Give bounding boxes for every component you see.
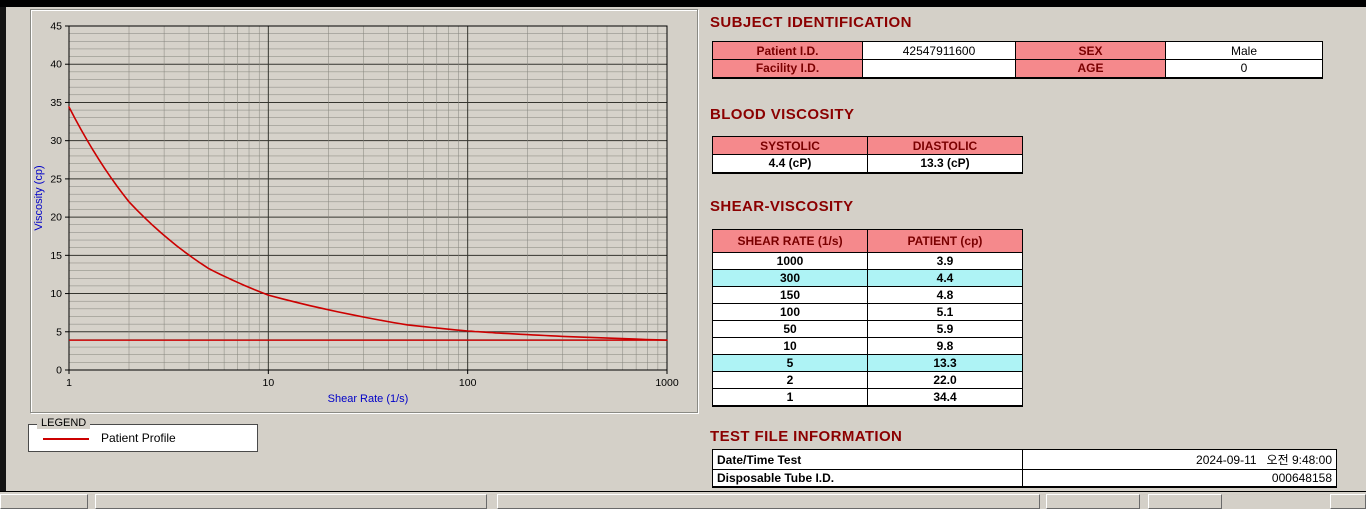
x-tick-label: 10 [262, 377, 274, 389]
shear-viscosity-heading: SHEAR-VISCOSITY [710, 198, 854, 215]
legend-box: LEGEND Patient Profile [28, 417, 258, 452]
shear-patient-cell: 4.4 [867, 269, 1023, 287]
shear-rate-header: SHEAR RATE (1/s) [712, 229, 868, 253]
y-tick-label: 35 [50, 97, 62, 109]
subject-identification-heading: SUBJECT IDENTIFICATION [710, 14, 912, 31]
legend-title: LEGEND [37, 417, 91, 429]
x-tick-label: 1000 [655, 377, 679, 389]
disposable-tube-id-label: Disposable Tube I.D. [712, 469, 1023, 488]
table-header-row: SHEAR RATE (1/s) PATIENT (cp) [712, 229, 1023, 253]
y-tick-label: 0 [56, 365, 62, 377]
taskbar-button[interactable] [95, 494, 487, 509]
shear-rate-cell: 300 [712, 269, 868, 287]
sex-value: Male [1165, 41, 1323, 60]
table-row: Facility I.D. AGE 0 [712, 59, 1323, 78]
table-row: 4.4 (cP) 13.3 (cP) [712, 154, 1023, 173]
patient-cp-header: PATIENT (cp) [867, 229, 1023, 253]
shear-row: 5 13.3 [712, 354, 1023, 372]
shear-rate-cell: 5 [712, 354, 868, 372]
shear-row: 1 34.4 [712, 388, 1023, 407]
test-file-information-table: Date/Time Test 2024-09-11 오전 9:48:00 Dis… [712, 449, 1337, 488]
shear-patient-cell: 4.8 [867, 286, 1023, 304]
shear-patient-cell: 5.9 [867, 320, 1023, 338]
facility-id-label: Facility I.D. [712, 59, 863, 78]
patient-profile-curve [68, 106, 668, 341]
shear-rate-cell: 50 [712, 320, 868, 338]
window-top-edge [0, 0, 1366, 7]
disposable-tube-id-value: 000648158 [1022, 469, 1337, 488]
patient-id-label: Patient I.D. [712, 41, 863, 60]
x-tick-label: 100 [459, 377, 477, 389]
blood-viscosity-table: SYSTOLIC DIASTOLIC 4.4 (cP) 13.3 (cP) [712, 136, 1023, 174]
sex-label: SEX [1015, 41, 1166, 60]
table-row: SYSTOLIC DIASTOLIC [712, 136, 1023, 155]
shear-row: 300 4.4 [712, 269, 1023, 287]
shear-table-body: 1000 3.9 300 4.4 150 4.8 100 5.1 50 5.9 10 9.8 5 13.3… [712, 252, 1023, 407]
shear-rate-cell: 150 [712, 286, 868, 304]
shear-patient-cell: 9.8 [867, 337, 1023, 355]
shear-patient-cell: 22.0 [867, 371, 1023, 389]
shear-rate-cell: 1000 [712, 252, 868, 270]
shear-patient-cell: 3.9 [867, 252, 1023, 270]
table-row: Patient I.D. 42547911600 SEX Male [712, 41, 1323, 60]
y-tick-label: 45 [50, 21, 62, 33]
age-label: AGE [1015, 59, 1166, 78]
taskbar-button[interactable] [497, 494, 1040, 509]
shear-rate-cell: 2 [712, 371, 868, 389]
date-time-test-label: Date/Time Test [712, 449, 1023, 470]
y-tick-label: 15 [50, 250, 62, 262]
taskbar-button[interactable] [1148, 494, 1222, 509]
shear-rate-cell: 10 [712, 337, 868, 355]
shear-rate-cell: 100 [712, 303, 868, 321]
shear-viscosity-table: SHEAR RATE (1/s) PATIENT (cp) 1000 3.9 300… [712, 229, 1023, 407]
taskbar-button[interactable] [0, 494, 88, 509]
y-tick-label: 20 [50, 212, 62, 224]
y-tick-label: 40 [50, 59, 62, 71]
window-left-edge [0, 7, 6, 491]
y-tick-label: 25 [50, 173, 62, 185]
x-tick-label: 1 [66, 377, 72, 389]
shear-patient-cell: 34.4 [867, 388, 1023, 407]
legend-line-swatch [43, 438, 89, 440]
y-tick-label: 5 [56, 326, 62, 338]
facility-id-value [862, 59, 1016, 78]
legend-series-label: Patient Profile [101, 431, 176, 445]
shear-row: 50 5.9 [712, 320, 1023, 338]
y-axis-label: Viscosity (cp) [33, 165, 45, 230]
shear-row: 100 5.1 [712, 303, 1023, 321]
blood-viscosity-heading: BLOOD VISCOSITY [710, 106, 855, 123]
table-row: Date/Time Test 2024-09-11 오전 9:48:00 [712, 449, 1337, 470]
systolic-value: 4.4 (cP) [712, 154, 868, 173]
bottom-taskbar-strip [0, 491, 1366, 509]
date-time-test-value: 2024-09-11 오전 9:48:00 [1022, 449, 1337, 470]
test-file-information-heading: TEST FILE INFORMATION [710, 428, 903, 445]
age-value: 0 [1165, 59, 1323, 78]
y-tick-label: 10 [50, 288, 62, 300]
subject-identification-table: Patient I.D. 42547911600 SEX Male Facili… [712, 41, 1323, 79]
shear-rate-cell: 1 [712, 388, 868, 407]
table-row: Disposable Tube I.D. 000648158 [712, 469, 1337, 488]
taskbar-button[interactable] [1330, 494, 1366, 509]
shear-patient-cell: 13.3 [867, 354, 1023, 372]
viscosity-chart-panel: 0 5 10 15 20 25 30 35 40 45 1 10 100 1000 Shear Rate (… [30, 9, 698, 413]
shear-patient-cell: 5.1 [867, 303, 1023, 321]
diastolic-value: 13.3 (cP) [867, 154, 1023, 173]
shear-row: 2 22.0 [712, 371, 1023, 389]
shear-row: 10 9.8 [712, 337, 1023, 355]
diastolic-label: DIASTOLIC [867, 136, 1023, 155]
viscosity-chart: 0 5 10 15 20 25 30 35 40 45 1 10 100 1000 Shear Rate (… [33, 21, 679, 406]
shear-row: 150 4.8 [712, 286, 1023, 304]
y-tick-label: 30 [50, 135, 62, 147]
shear-row: 1000 3.9 [712, 252, 1023, 270]
x-axis-label: Shear Rate (1/s) [328, 393, 409, 405]
patient-id-value: 42547911600 [862, 41, 1016, 60]
taskbar-button[interactable] [1046, 494, 1140, 509]
plot-area [69, 26, 667, 370]
systolic-label: SYSTOLIC [712, 136, 868, 155]
